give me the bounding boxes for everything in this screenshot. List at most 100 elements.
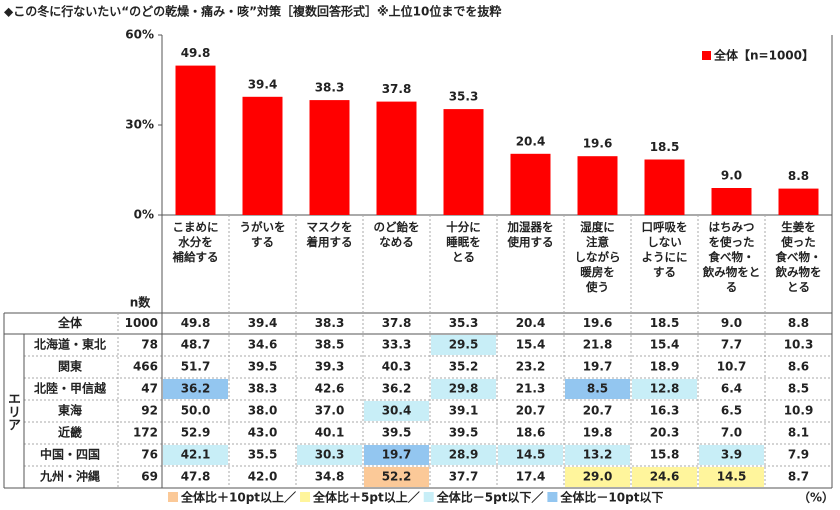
data-label: 39.4	[248, 77, 278, 91]
n-value: 1000	[125, 316, 158, 330]
n-header: n数	[130, 295, 152, 310]
table-cell-text: 37.7	[449, 470, 479, 484]
row-label: 関東	[58, 359, 82, 374]
table-cell-text: 19.6	[583, 316, 613, 330]
table-cell-text: 19.7	[583, 360, 613, 374]
group-label: エリア	[5, 391, 20, 431]
table-cell-text: 19.7	[382, 448, 412, 462]
table-cell-text: 19.8	[583, 426, 613, 440]
footer-swatch	[300, 492, 311, 502]
table-cell-text: 38.5	[315, 338, 345, 352]
category-label: 口呼吸を しない ようにに する	[641, 220, 688, 279]
row-label: 北海道・東北	[34, 337, 106, 352]
table-cell-highlight	[163, 379, 228, 399]
data-label: 9.0	[721, 169, 742, 183]
data-label: 35.3	[449, 90, 479, 104]
footer-swatch	[168, 492, 178, 502]
table-cell-text: 37.8	[382, 316, 412, 330]
table-cell-text: 35.3	[449, 316, 479, 330]
table-cell-text: 42.0	[248, 470, 278, 484]
table-cell-text: 38.3	[315, 316, 345, 330]
category-label: こまめに 水分を 補給する	[172, 220, 219, 264]
table-cell-text: 9.0	[721, 316, 742, 330]
table-cell-text: 43.0	[248, 426, 278, 440]
n-value: 47	[141, 382, 158, 396]
row-label: 九州・沖縄	[39, 469, 100, 484]
table-cell-text: 20.3	[650, 426, 680, 440]
table-cell-text: 29.8	[449, 382, 479, 396]
n-value: 466	[133, 360, 158, 374]
footer-swatch	[423, 492, 434, 502]
n-value: 92	[141, 404, 158, 418]
bar	[644, 159, 685, 215]
n-value: 78	[141, 338, 158, 352]
bar	[175, 65, 216, 215]
table-cell-text: 23.2	[516, 360, 546, 374]
table-cell-highlight	[699, 467, 764, 487]
data-label: 20.4	[516, 134, 546, 148]
footer-label: 全体比＋5pt以上／	[312, 490, 420, 505]
table-cell-text: 18.5	[650, 316, 680, 330]
table-cell-text: 36.2	[181, 382, 211, 396]
table-cell-highlight	[431, 335, 496, 355]
table-cell-text: 8.5	[788, 382, 809, 396]
table-cell-text: 15.4	[650, 338, 680, 352]
bar	[711, 188, 752, 215]
table-cell-text: 16.3	[650, 404, 680, 418]
n-value: 69	[141, 470, 158, 484]
table-cell-highlight	[498, 445, 563, 465]
table-cell-highlight	[699, 445, 764, 465]
category-label: 湿度に 注意 しながら 暖房を 使う	[574, 220, 621, 294]
bar	[778, 188, 819, 215]
footer-label: 全体比＋10pt以上／	[180, 490, 296, 505]
table-cell-text: 50.0	[181, 404, 211, 418]
table-cell-text: 20.7	[583, 404, 613, 418]
data-label: 49.8	[181, 46, 211, 60]
table-cell-text: 8.8	[788, 316, 809, 330]
table-cell-text: 20.4	[516, 316, 546, 330]
category-label: うがいを する	[239, 220, 286, 249]
y-tick-label: 60%	[125, 28, 154, 42]
table-cell-text: 8.6	[788, 360, 809, 374]
row-label: 中国・四国	[40, 447, 100, 462]
unit-label: （%）	[798, 490, 834, 505]
table-cell-text: 33.3	[382, 338, 412, 352]
table-cell-text: 21.3	[516, 382, 546, 396]
n-value: 172	[133, 426, 158, 440]
table-cell-highlight	[565, 467, 630, 487]
table-cell-highlight	[364, 401, 429, 421]
table-cell-highlight	[431, 379, 496, 399]
table-cell-text: 20.7	[516, 404, 546, 418]
bar	[443, 109, 484, 215]
table-cell-text: 48.7	[181, 338, 211, 352]
table-cell-text: 8.1	[788, 426, 809, 440]
table-cell-highlight	[431, 445, 496, 465]
table-cell-text: 38.0	[248, 404, 278, 418]
table-cell-highlight	[364, 445, 429, 465]
data-label: 8.8	[788, 169, 809, 183]
table-cell-text: 40.3	[382, 360, 412, 374]
table-cell-text: 6.5	[721, 404, 742, 418]
table-cell-text: 35.5	[248, 448, 278, 462]
chart-title: ◆この冬に行ないたい“のどの乾燥・痛み・咳”対策［複数回答形式］※上位10位まで…	[4, 4, 501, 19]
bar	[376, 101, 417, 215]
table-cell-highlight	[632, 467, 697, 487]
table-cell-text: 18.6	[516, 426, 546, 440]
table-cell-text: 21.8	[583, 338, 613, 352]
table-cell-text: 28.9	[449, 448, 479, 462]
data-label: 38.3	[315, 81, 345, 95]
table-cell-text: 18.9	[650, 360, 680, 374]
table-cell-text: 7.7	[721, 338, 742, 352]
table-cell-text: 42.1	[181, 448, 211, 462]
table-cell-text: 8.7	[788, 470, 809, 484]
table-cell-text: 14.5	[516, 448, 546, 462]
table-cell-text: 7.9	[788, 448, 809, 462]
footer-label: 全体比－10pt以下	[559, 490, 663, 505]
table-cell-text: 15.8	[650, 448, 680, 462]
category-label: 十分に 睡眠を とる	[446, 220, 481, 264]
table-cell-text: 34.8	[315, 470, 345, 484]
table-cell-text: 34.6	[248, 338, 278, 352]
table-cell-text: 10.3	[784, 338, 814, 352]
